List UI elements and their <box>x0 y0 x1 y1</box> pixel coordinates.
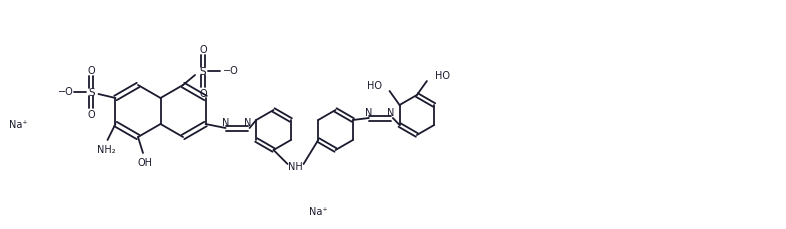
Text: NH: NH <box>288 161 303 171</box>
Text: HO: HO <box>366 81 381 91</box>
Text: HO: HO <box>435 71 450 81</box>
Text: O: O <box>199 89 207 98</box>
Text: S: S <box>200 67 207 77</box>
Text: O: O <box>199 45 207 55</box>
Text: Na⁺: Na⁺ <box>309 206 327 216</box>
Text: O: O <box>88 109 95 120</box>
Text: N: N <box>365 108 373 117</box>
Text: NH₂: NH₂ <box>97 144 116 154</box>
Text: N: N <box>222 117 230 128</box>
Text: −O: −O <box>57 87 73 97</box>
Text: −O: −O <box>223 66 239 76</box>
Text: N: N <box>244 117 252 128</box>
Text: OH: OH <box>138 157 152 167</box>
Text: S: S <box>88 88 95 98</box>
Text: N: N <box>387 108 395 117</box>
Text: O: O <box>88 66 95 76</box>
Text: Na⁺: Na⁺ <box>9 120 28 129</box>
